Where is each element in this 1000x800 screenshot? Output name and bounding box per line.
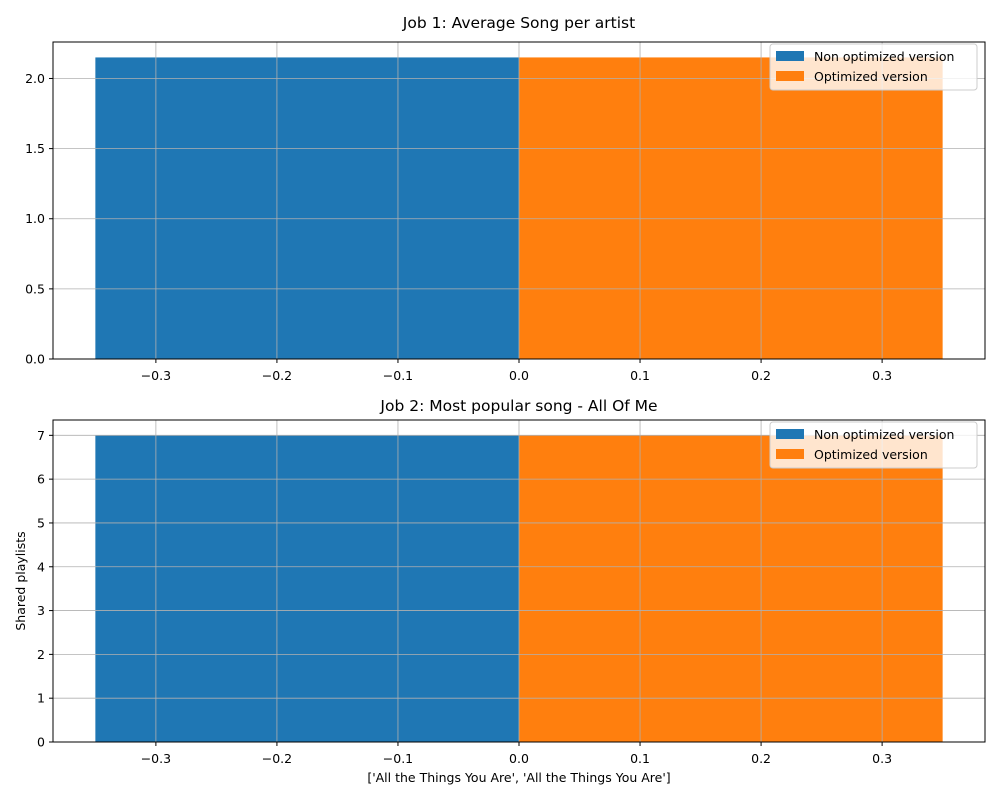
x-tick-label: −0.3 bbox=[141, 368, 171, 383]
y-tick-label: 7 bbox=[37, 428, 45, 443]
bar-optimized bbox=[519, 57, 943, 360]
y-axis-label: Shared playlists bbox=[13, 531, 28, 630]
x-tick-label: 0.2 bbox=[751, 368, 771, 383]
y-tick-label: 6 bbox=[37, 472, 45, 487]
legend: Non optimized version Optimized version bbox=[769, 43, 978, 91]
y-tick-label: 5 bbox=[37, 515, 45, 530]
legend: Non optimized version Optimized version bbox=[769, 421, 978, 469]
legend-label: Non optimized version bbox=[814, 427, 954, 442]
chart-panel-2: −0.3 −0.2 −0.1 0.0 0.1 0.2 0.3 0 1 2 3 4 5 6 7 Job 2: M… bbox=[13, 397, 986, 785]
legend-swatch-non-optimized bbox=[776, 429, 804, 439]
y-tick-label: 1.5 bbox=[25, 141, 45, 156]
y-tick-label: 1 bbox=[37, 691, 45, 706]
legend-label: Optimized version bbox=[814, 447, 928, 462]
x-tick-label: 0.1 bbox=[630, 751, 650, 766]
y-tick-label: 4 bbox=[37, 559, 45, 574]
legend-swatch-optimized bbox=[776, 449, 804, 459]
bar-non-optimized bbox=[95, 435, 519, 742]
y-tick-label: 3 bbox=[37, 603, 45, 618]
y-tick-label: 2 bbox=[37, 647, 45, 662]
x-tick-label: −0.2 bbox=[262, 751, 292, 766]
y-tick-label: 0.5 bbox=[25, 281, 45, 296]
y-tick-label: 0 bbox=[37, 735, 45, 750]
x-tick-label: 0.3 bbox=[872, 751, 892, 766]
legend-label: Non optimized version bbox=[814, 49, 954, 64]
x-tick-label: 0.2 bbox=[751, 751, 771, 766]
bar-optimized bbox=[519, 435, 943, 742]
y-tick-label: 0.0 bbox=[25, 352, 45, 367]
x-tick-label: −0.1 bbox=[383, 751, 413, 766]
chart-title: Job 1: Average Song per artist bbox=[402, 14, 635, 32]
x-tick-label: −0.3 bbox=[141, 751, 171, 766]
chart-panel-1: −0.3 −0.2 −0.1 0.0 0.1 0.2 0.3 0.0 0.5 1.0 1.5 2.0 J… bbox=[25, 14, 986, 383]
x-tick-label: 0.3 bbox=[872, 368, 892, 383]
legend-swatch-optimized bbox=[776, 71, 804, 81]
x-tick-label: −0.1 bbox=[383, 368, 413, 383]
legend-label: Optimized version bbox=[814, 69, 928, 84]
x-tick-label: 0.0 bbox=[509, 751, 529, 766]
x-tick-label: 0.1 bbox=[630, 368, 650, 383]
bar-non-optimized bbox=[95, 57, 519, 360]
y-tick-label: 1.0 bbox=[25, 211, 45, 226]
legend-box bbox=[769, 421, 978, 469]
chart-title: Job 2: Most popular song - All Of Me bbox=[379, 397, 657, 415]
legend-box bbox=[769, 43, 978, 91]
x-tick-label: 0.0 bbox=[509, 368, 529, 383]
legend-swatch-non-optimized bbox=[776, 51, 804, 61]
x-tick-label: −0.2 bbox=[262, 368, 292, 383]
y-tick-label: 2.0 bbox=[25, 71, 45, 86]
x-axis-label: ['All the Things You Are', 'All the Thin… bbox=[367, 770, 670, 785]
